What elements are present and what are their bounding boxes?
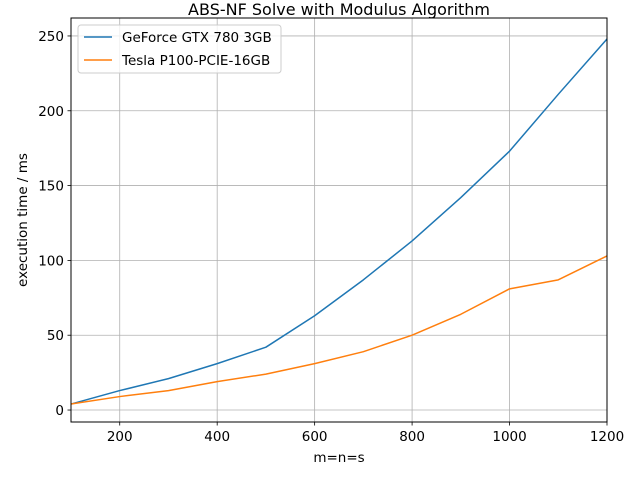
y-tick-label: 250 bbox=[38, 29, 64, 45]
x-tick-label: 800 bbox=[399, 429, 425, 445]
y-tick-label: 150 bbox=[38, 179, 64, 195]
chart-title: ABS-NF Solve with Modulus Algorithm bbox=[188, 0, 490, 19]
x-axis-label: m=n=s bbox=[313, 450, 364, 466]
y-tick-label: 0 bbox=[55, 403, 64, 419]
series-line bbox=[70, 255, 608, 405]
y-tick-label: 200 bbox=[38, 104, 64, 120]
x-tick-label: 200 bbox=[107, 429, 133, 445]
legend-label: Tesla P100-PCIE-16GB bbox=[121, 53, 270, 69]
plot-frame bbox=[70, 17, 608, 423]
x-tick-label: 1000 bbox=[492, 429, 526, 445]
x-tick-label: 1200 bbox=[590, 429, 624, 445]
axis-ticks: 200 400 600 800 1000 1200 0 50 100 150 200 250 bbox=[38, 29, 624, 445]
series-line bbox=[70, 38, 608, 405]
grid-lines bbox=[71, 18, 608, 422]
y-tick-label: 50 bbox=[47, 328, 64, 344]
y-tick-label: 100 bbox=[38, 253, 64, 269]
series-lines bbox=[70, 38, 608, 405]
legend-box bbox=[77, 24, 282, 74]
y-axis-label: execution time / ms bbox=[15, 153, 31, 287]
x-tick-label: 600 bbox=[302, 429, 328, 445]
legend: GeForce GTX 780 3GB Tesla P100-PCIE-16GB bbox=[77, 24, 282, 74]
legend-label: GeForce GTX 780 3GB bbox=[122, 30, 272, 46]
x-tick-label: 400 bbox=[204, 429, 230, 445]
